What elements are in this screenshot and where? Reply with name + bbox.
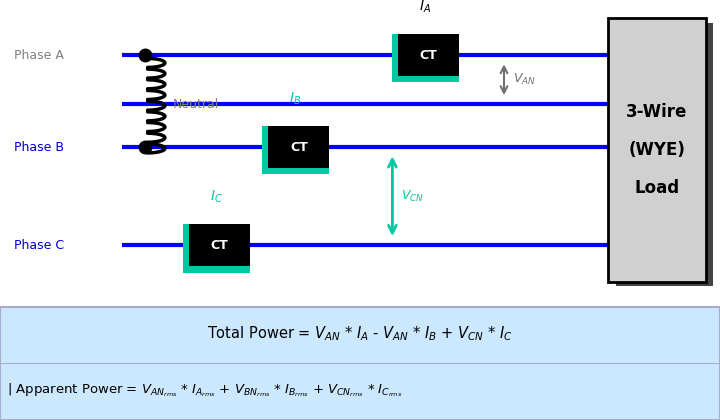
Text: Phase C: Phase C	[14, 239, 65, 252]
Bar	[397, 34, 459, 76]
Bar	[183, 224, 251, 273]
Text: CT: CT	[211, 239, 228, 252]
Text: $V_{AN}$: $V_{AN}$	[513, 72, 536, 87]
Text: CT: CT	[290, 141, 307, 154]
Text: CT: CT	[420, 49, 437, 62]
Text: Neutral: Neutral	[173, 98, 219, 111]
Text: $I_C$: $I_C$	[210, 189, 222, 205]
Bar	[0, 307, 720, 420]
Text: 3-Wire: 3-Wire	[626, 103, 688, 121]
Bar	[616, 23, 713, 286]
Bar	[189, 224, 251, 266]
Bar	[392, 34, 459, 82]
Bar	[608, 18, 706, 282]
Text: $V_{CN}$: $V_{CN}$	[401, 189, 424, 204]
Text: Phase A: Phase A	[14, 49, 64, 62]
Text: Total Power = $V_{AN}$ * $I_A$ - $V_{AN}$ * $I_B$ + $V_{CN}$ * $I_C$: Total Power = $V_{AN}$ * $I_A$ - $V_{AN}…	[207, 325, 513, 343]
Bar	[268, 126, 329, 168]
Text: $I_A$: $I_A$	[419, 0, 431, 15]
Text: Load: Load	[634, 179, 680, 197]
Text: Phase B: Phase B	[14, 141, 64, 154]
Text: $I_B$: $I_B$	[289, 91, 301, 107]
Text: | Apparent Power = $V_{AN_{rms}}$ * $I_{A_{rms}}$ + $V_{BN_{rms}}$ * $I_{B_{rms}: | Apparent Power = $V_{AN_{rms}}$ * $I_{…	[7, 382, 402, 399]
Bar	[262, 126, 330, 174]
Text: (WYE): (WYE)	[629, 141, 685, 159]
